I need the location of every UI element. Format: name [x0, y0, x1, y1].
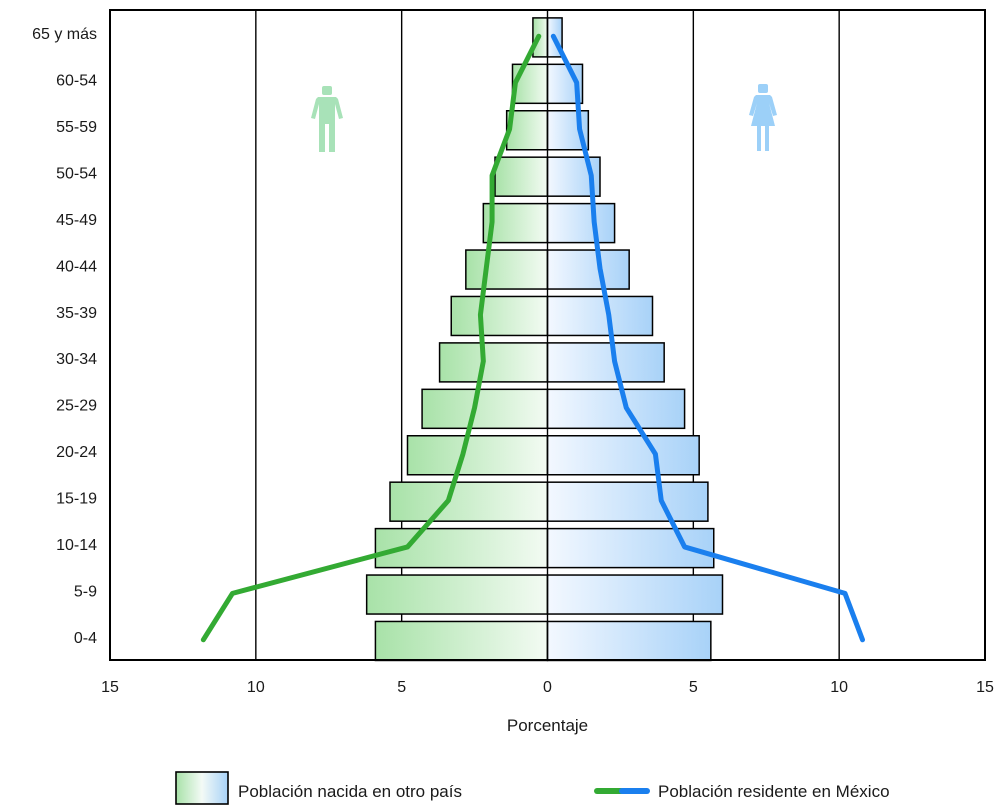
legend-swatch-bars: [175, 771, 229, 805]
woman-icon: [749, 84, 777, 151]
x-tick-labels: 15 10 5 0 5 10 15: [101, 679, 994, 696]
y-tick-label: 15-19: [56, 491, 97, 508]
y-tick-label: 50-54: [56, 166, 97, 183]
x-tick-label: 10: [247, 679, 265, 696]
bar-women: [546, 388, 686, 430]
bar-men: [365, 574, 549, 615]
bar-women: [546, 342, 665, 383]
x-tick-label: 0: [543, 679, 552, 696]
bar-men: [374, 620, 549, 662]
y-tick-label: 20-24: [56, 444, 97, 461]
y-tick-label: 40-44: [56, 258, 97, 275]
bar-women: [546, 249, 630, 290]
x-tick-label: 15: [976, 679, 994, 696]
plot-frame: [109, 9, 986, 661]
bar-men: [465, 249, 549, 290]
legend-label-bars: Población nacida en otro país: [238, 782, 462, 801]
y-tick-labels: 65 y más 60-54 55-59 50-54 45-49 40-44 35-39 30…: [32, 26, 97, 647]
lines-group: [200, 33, 865, 643]
y-tick-label: 25-29: [56, 398, 97, 415]
bar-men: [389, 481, 549, 522]
y-tick-label: 0-4: [74, 630, 97, 647]
bar-women: [546, 295, 654, 337]
line-men: [200, 33, 542, 643]
bar-men: [406, 435, 549, 476]
y-tick-label: 65 y más: [32, 26, 97, 43]
legend-label-line: Población residente en México: [658, 782, 890, 801]
bar-women: [546, 574, 724, 615]
man-icon: [311, 86, 343, 152]
bar-men: [421, 388, 549, 430]
bar-men: [450, 295, 549, 337]
bar-women: [546, 435, 700, 476]
y-tick-label: 10-14: [56, 537, 97, 554]
y-tick-label: 30-34: [56, 351, 97, 368]
bar-women: [546, 620, 712, 662]
y-tick-label: 55-59: [56, 119, 97, 136]
bar-men: [438, 342, 549, 383]
x-tick-label: 15: [101, 679, 119, 696]
x-tick-label: 5: [689, 679, 698, 696]
y-tick-label: 35-39: [56, 305, 97, 322]
bar-women: [546, 481, 709, 522]
x-tick-label: 5: [397, 679, 406, 696]
bars-group: [365, 10, 724, 662]
x-tick-label: 10: [830, 679, 848, 696]
y-tick-label: 45-49: [56, 212, 97, 229]
y-tick-label: 60-54: [56, 73, 97, 90]
line-women: [550, 33, 865, 643]
bar-women: [546, 202, 616, 244]
x-axis-title: Porcentaje: [507, 716, 588, 735]
legend: Población nacida en otro país Población …: [175, 771, 890, 805]
bar-men: [494, 156, 549, 197]
y-tick-label: 5-9: [74, 583, 97, 600]
